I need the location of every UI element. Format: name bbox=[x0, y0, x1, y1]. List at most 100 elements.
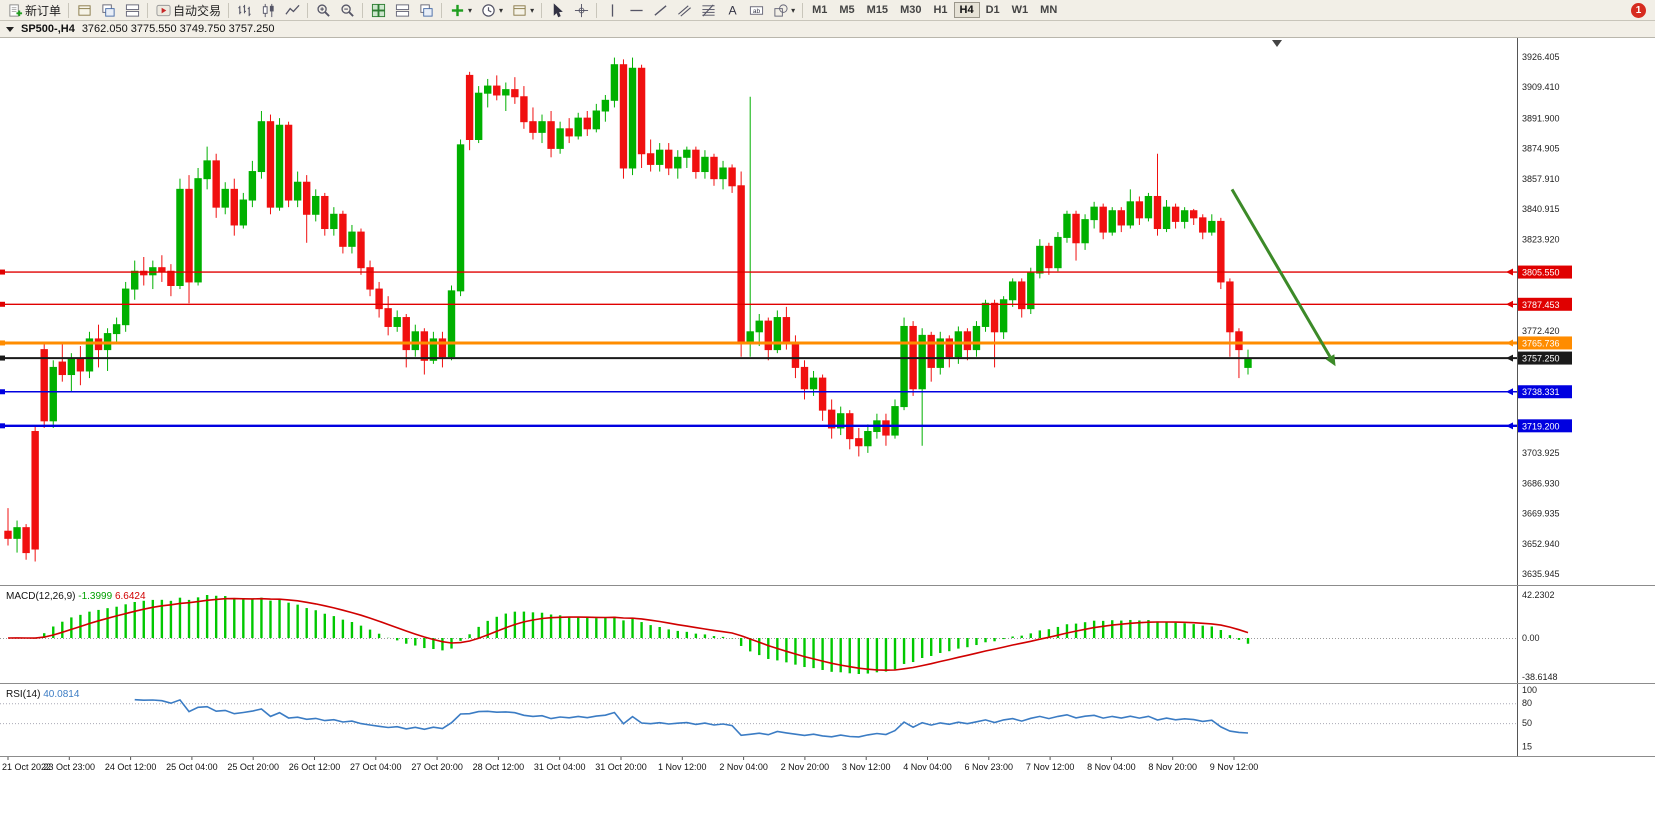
candle-body bbox=[927, 334, 935, 368]
equidistant-channel-button[interactable] bbox=[672, 1, 696, 19]
candle-body bbox=[773, 317, 782, 351]
candle-body bbox=[121, 288, 130, 326]
autotrading-button[interactable]: 自动交易 bbox=[151, 1, 225, 19]
timeframe-h1-button[interactable]: H1 bbox=[927, 2, 953, 18]
zoom-in-button[interactable] bbox=[311, 1, 335, 19]
candle-body bbox=[474, 92, 483, 140]
price-tag bbox=[1518, 297, 1572, 311]
trendline-button[interactable] bbox=[648, 1, 672, 19]
candle-body bbox=[194, 178, 202, 283]
price-axis[interactable]: 3926.405 3909.410 3891.900 3874.905 3857.910… bbox=[1517, 38, 1560, 756]
horizontal-line-3805.550[interactable]: 3805.550 bbox=[0, 265, 1572, 279]
new-order-button-label: 新订单 bbox=[25, 3, 62, 18]
timeframe-mn-button[interactable]: MN bbox=[1034, 2, 1063, 18]
arrows-button[interactable]: ▾ bbox=[768, 1, 799, 19]
horizontal-line-3719.200[interactable]: 3719.200 bbox=[0, 419, 1572, 433]
indicators-button[interactable]: ▾ bbox=[445, 1, 476, 19]
chart-shift-button[interactable] bbox=[414, 1, 438, 19]
time-axis-label: 31 Oct 20:00 bbox=[595, 762, 647, 772]
candle-body bbox=[31, 431, 39, 550]
candle-body bbox=[1244, 357, 1252, 368]
candle-body bbox=[972, 325, 981, 351]
candle-body bbox=[1235, 331, 1243, 351]
candle-body bbox=[176, 188, 184, 287]
crosshair-button[interactable] bbox=[569, 1, 593, 19]
charts-window-button[interactable] bbox=[96, 1, 120, 19]
candle-body bbox=[4, 530, 12, 539]
new-order-button[interactable]: 新订单 bbox=[3, 1, 65, 19]
rsi-axis-label: 15 bbox=[1522, 741, 1532, 751]
candle-body bbox=[293, 181, 302, 201]
autotrading-icon bbox=[155, 2, 171, 18]
candle-body bbox=[963, 331, 972, 351]
timeframe-m15-button[interactable]: M15 bbox=[861, 2, 894, 18]
zoom-out-button[interactable] bbox=[335, 1, 359, 19]
chart-shift-marker-icon[interactable] bbox=[1272, 40, 1282, 47]
price-tag-label: 3738.331 bbox=[1522, 387, 1560, 397]
candle-body bbox=[837, 413, 845, 429]
candle-body bbox=[746, 331, 754, 343]
price-axis-label: 3926.405 bbox=[1522, 52, 1560, 62]
horizontal-line-3757.250[interactable]: 3757.250 bbox=[0, 351, 1572, 365]
price-axis-label: 3823.920 bbox=[1522, 234, 1560, 244]
toolbar-group: 自动交易 bbox=[151, 1, 225, 19]
vertical-line-button[interactable] bbox=[600, 1, 624, 19]
candle-body bbox=[275, 124, 284, 208]
text-label-button[interactable]: ab bbox=[744, 1, 768, 19]
notification-badge[interactable]: 1 bbox=[1631, 2, 1646, 18]
cursor-button[interactable] bbox=[545, 1, 569, 19]
toolbar-group bbox=[72, 1, 144, 19]
candle-body bbox=[999, 299, 1008, 333]
timeframe-h4-button[interactable]: H4 bbox=[953, 2, 980, 18]
text-button[interactable]: A bbox=[720, 1, 744, 19]
svg-text:A: A bbox=[728, 3, 737, 17]
price-axis-label: 3703.925 bbox=[1522, 448, 1560, 458]
macd-axis-label: 42.2302 bbox=[1522, 590, 1555, 600]
candle-body bbox=[85, 338, 94, 372]
trend-arrow[interactable] bbox=[1230, 188, 1336, 367]
candle-body bbox=[1054, 236, 1062, 269]
horizontal-line-3738.331[interactable]: 3738.331 bbox=[0, 385, 1572, 399]
bars-chart-button[interactable] bbox=[232, 1, 256, 19]
candle-body bbox=[583, 117, 591, 130]
timeframe-m5-button[interactable]: M5 bbox=[833, 2, 860, 18]
candle-body bbox=[465, 74, 474, 140]
chart-menu-icon[interactable] bbox=[6, 26, 14, 32]
crosshair-icon bbox=[573, 2, 589, 18]
candle-body bbox=[1153, 195, 1162, 230]
candle-body bbox=[1144, 195, 1153, 219]
candle-body bbox=[348, 231, 356, 247]
fibonacci-button[interactable] bbox=[696, 1, 720, 19]
chart-area[interactable]: 3805.550 3787.453 3765.736 3757.250 3738.331… bbox=[0, 38, 1655, 775]
candle-body bbox=[257, 121, 266, 173]
candle-body bbox=[592, 110, 601, 130]
time-axis-label: 2 Nov 04:00 bbox=[719, 762, 768, 772]
horizontal-line-3765.736[interactable]: 3765.736 bbox=[0, 336, 1572, 350]
price-tag-label: 3805.550 bbox=[1522, 268, 1560, 278]
profiles-button[interactable] bbox=[72, 1, 96, 19]
toolbar-separator bbox=[228, 2, 230, 18]
horizontal-line-button[interactable] bbox=[624, 1, 648, 19]
candles-chart-icon bbox=[260, 2, 276, 18]
toolbar-separator bbox=[147, 2, 149, 18]
chart-ohlc-values: 3762.050 3775.550 3749.750 3757.250 bbox=[81, 23, 275, 35]
candle-body bbox=[655, 149, 664, 165]
timeframe-w1-button[interactable]: W1 bbox=[1006, 2, 1035, 18]
tile-windows-button[interactable] bbox=[366, 1, 390, 19]
candles-chart-button[interactable] bbox=[256, 1, 280, 19]
timeframe-m1-button[interactable]: M1 bbox=[806, 2, 833, 18]
auto-arrange-button[interactable] bbox=[390, 1, 414, 19]
candle-body bbox=[1171, 206, 1180, 222]
timeframe-m30-button[interactable]: M30 bbox=[894, 2, 927, 18]
toolbar-group bbox=[545, 1, 593, 19]
timeframe-d1-button[interactable]: D1 bbox=[980, 2, 1006, 18]
periods-button[interactable]: ▾ bbox=[476, 1, 507, 19]
bars-chart-icon bbox=[236, 2, 252, 18]
candle-body bbox=[456, 144, 465, 292]
market-watch-button[interactable] bbox=[120, 1, 144, 19]
candle-body bbox=[420, 331, 429, 361]
templates-button[interactable]: ▾ bbox=[507, 1, 538, 19]
horizontal-line-3787.453[interactable]: 3787.453 bbox=[0, 297, 1572, 311]
line-chart-button[interactable] bbox=[280, 1, 304, 19]
